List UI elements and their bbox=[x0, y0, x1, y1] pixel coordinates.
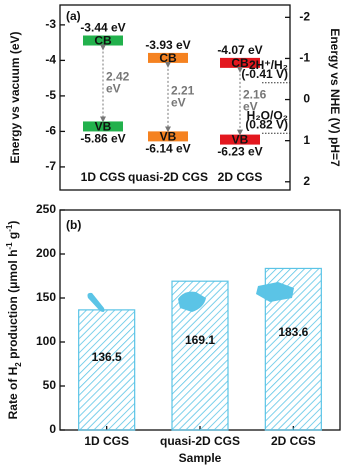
y-tick-label: 150 bbox=[36, 290, 56, 304]
redox-label: (0.82 V) bbox=[245, 117, 288, 131]
y-tick-label: 50 bbox=[43, 378, 57, 392]
y-axis-label-part: ) bbox=[6, 221, 20, 225]
y-axis-label-part: -1 bbox=[5, 242, 14, 250]
y-axis-label-part: -1 bbox=[5, 224, 14, 232]
value-label: 169.1 bbox=[185, 333, 215, 347]
redox-label: (-0.41 V) bbox=[241, 67, 288, 81]
y-axis-label-part: 2 bbox=[14, 362, 23, 367]
y-axis-label: Rate of H2 production (μmol h-1 g-1) bbox=[5, 221, 23, 420]
panel-a-frame bbox=[59, 4, 291, 191]
x-tick-label: 2D CGS bbox=[218, 170, 263, 184]
y2-tick-label: 2 bbox=[303, 174, 310, 188]
value-label: 183.6 bbox=[278, 325, 308, 339]
bar bbox=[171, 280, 229, 431]
y2-tick-label: 1 bbox=[303, 133, 310, 147]
vb-text: VB bbox=[232, 133, 249, 147]
y-tick-label: 200 bbox=[36, 246, 56, 260]
panel-label: (a) bbox=[66, 9, 81, 23]
gap-unit: eV bbox=[171, 95, 186, 109]
rod-icon bbox=[87, 292, 105, 312]
gap-unit: eV bbox=[106, 82, 121, 96]
y-tick-label: -6 bbox=[45, 124, 56, 138]
cb-label: -3.93 eV bbox=[145, 38, 190, 52]
x-axis-label: Sample bbox=[179, 451, 222, 465]
vb-band bbox=[148, 131, 188, 142]
cb-band bbox=[220, 57, 260, 68]
y-axis-label: Energy vs vacuum (eV) bbox=[8, 31, 22, 163]
y-tick-label: 0 bbox=[49, 422, 56, 436]
cb-text: CB bbox=[159, 51, 177, 65]
x-tick-label: 1D CGS bbox=[81, 170, 126, 184]
gap-unit: eV bbox=[243, 99, 258, 113]
y-tick-label: -3 bbox=[45, 17, 56, 31]
y2-tick-label: -2 bbox=[299, 10, 310, 24]
cb-label: -3.44 eV bbox=[80, 21, 125, 35]
y2-tick-label: -1 bbox=[299, 51, 310, 65]
panel-label: (b) bbox=[66, 218, 81, 232]
value-label: 136.5 bbox=[92, 350, 122, 364]
y-axis-label-part: Rate of H bbox=[6, 367, 20, 420]
gap-label: 2.16 bbox=[243, 87, 267, 101]
x-tick-label: 2D CGS bbox=[271, 434, 316, 448]
cb-text: CB bbox=[231, 56, 249, 70]
gap-label: 2.21 bbox=[171, 83, 195, 97]
vb-label: -6.23 eV bbox=[217, 145, 262, 159]
vb-band bbox=[83, 121, 123, 132]
bar bbox=[78, 309, 136, 431]
redox-name: H₂O/O₂ bbox=[247, 108, 288, 122]
y-tick-label: -7 bbox=[45, 159, 56, 173]
y-tick-label: 250 bbox=[36, 202, 56, 216]
y-tick-label: -4 bbox=[45, 53, 56, 67]
vb-band bbox=[220, 134, 260, 145]
x-tick-label: quasi-2D CGS bbox=[160, 434, 240, 448]
x-tick-label: quasi-2D CGS bbox=[128, 170, 208, 184]
y2-tick-label: 0 bbox=[303, 92, 310, 106]
cb-band bbox=[83, 35, 123, 46]
cb-text: CB bbox=[94, 34, 112, 48]
redox-name: 2H⁺/H₂ bbox=[249, 58, 288, 72]
x-tick-label: 1D CGS bbox=[84, 434, 129, 448]
y2-axis-label: Energy vs NHE (V) pH=7 bbox=[328, 28, 342, 167]
cb-label: -4.07 eV bbox=[217, 43, 262, 57]
vb-text: VB bbox=[160, 130, 177, 144]
y-axis-label-part: production (μmol h bbox=[6, 250, 20, 363]
y-axis-label-part: g bbox=[6, 232, 20, 243]
cb-band bbox=[148, 52, 188, 63]
gap-label: 2.42 bbox=[106, 70, 130, 84]
y-tick-label: 100 bbox=[36, 334, 56, 348]
y-tick-label: -5 bbox=[45, 88, 56, 102]
vb-label: -6.14 eV bbox=[145, 142, 190, 156]
bar bbox=[264, 267, 322, 431]
vb-label: -5.86 eV bbox=[80, 132, 125, 146]
vb-text: VB bbox=[95, 120, 112, 134]
